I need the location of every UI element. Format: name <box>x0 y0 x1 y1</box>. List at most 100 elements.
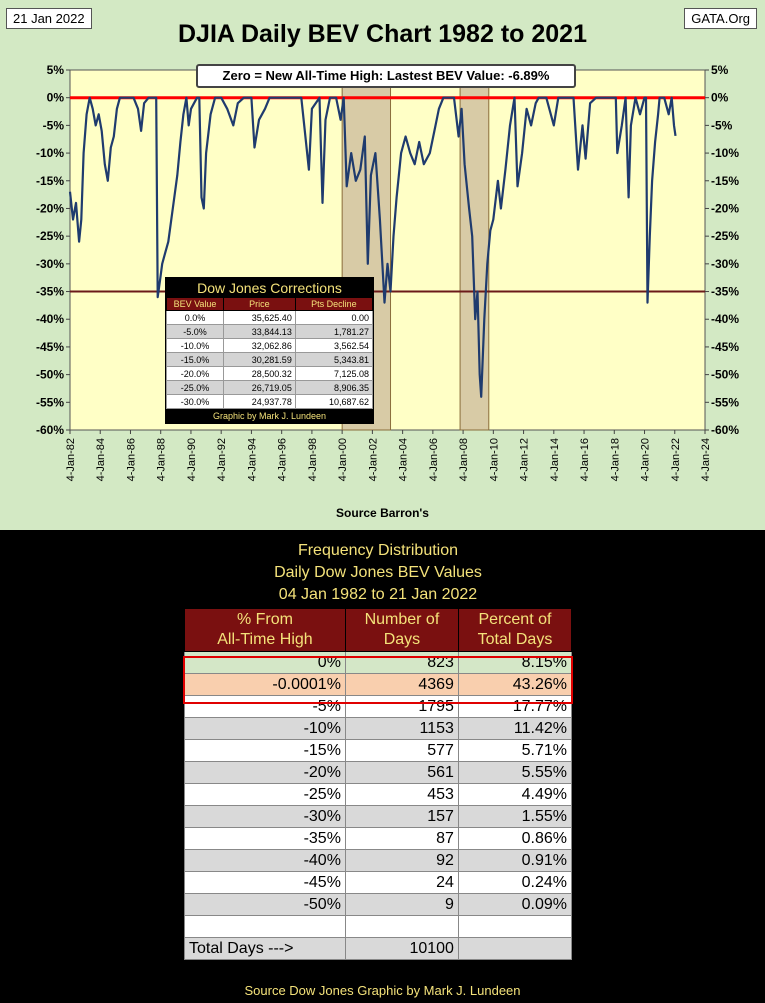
table-cell <box>184 915 346 938</box>
total-value: 10100 <box>344 937 459 960</box>
x-tick-label: 4-Jan-16 <box>579 438 591 481</box>
table-cell: -40% <box>184 849 346 872</box>
y-tick-label-right: -10% <box>711 146 739 160</box>
corrections-row: -5.0% 33,844.13 1,781.27 <box>166 324 374 339</box>
x-tick-label: 4-Jan-18 <box>609 438 621 481</box>
x-tick-label: 4-Jan-10 <box>488 438 500 481</box>
table-cell: 87 <box>344 827 459 850</box>
table-row: -0.0001% 4369 43.26% <box>184 673 573 696</box>
shaded-range-1 <box>459 69 490 431</box>
table-cell: -35% <box>184 827 346 850</box>
table-cell: 5.71% <box>457 739 573 762</box>
table-row: -15% 577 5.71% <box>184 739 573 762</box>
y-tick-label-left: -30% <box>36 257 64 271</box>
x-tick-label: 4-Jan-86 <box>125 438 137 481</box>
corrections-row: -30.0% 24,937.78 10,687.62 <box>166 394 374 409</box>
y-tick-label-right: -60% <box>711 423 739 437</box>
total-label: Total Days ---> <box>184 937 346 960</box>
y-tick-label-right: -35% <box>711 285 739 299</box>
table-cell: -45% <box>184 871 346 894</box>
table-cell: -20% <box>184 761 346 784</box>
corrections-cell: -15.0% <box>166 352 224 367</box>
y-tick-label-left: -5% <box>43 118 65 132</box>
table-cell: 1795 <box>344 695 459 718</box>
table-cell: 0.09% <box>457 893 573 916</box>
y-tick-label-left: -20% <box>36 201 64 215</box>
table-cell: 1153 <box>344 717 459 740</box>
table-cell: 9 <box>344 893 459 916</box>
corrections-cell: 28,500.32 <box>223 366 296 381</box>
corrections-row: -15.0% 30,281.59 5,343.81 <box>166 352 374 367</box>
y-tick-label-left: -35% <box>36 285 64 299</box>
corrections-cell: 24,937.78 <box>223 394 296 409</box>
x-tick-label: 4-Jan-82 <box>65 438 77 481</box>
table-cell: 561 <box>344 761 459 784</box>
table-row: -5% 1795 17.77% <box>184 695 573 718</box>
frequency-credit: Source Dow Jones Graphic by Mark J. Lund… <box>244 983 521 998</box>
x-tick-label: 4-Jan-84 <box>95 438 107 481</box>
x-tick-label: 4-Jan-22 <box>670 438 682 481</box>
corrections-row: -25.0% 26,719.05 8,906.35 <box>166 380 374 395</box>
x-tick-label: 4-Jan-90 <box>186 438 198 481</box>
table-row: -30% 157 1.55% <box>184 805 573 828</box>
table-cell: -5% <box>184 695 346 718</box>
corrections-cell: 0.0% <box>166 310 224 325</box>
y-tick-label-left: -50% <box>36 368 64 382</box>
table-cell: 24 <box>344 871 459 894</box>
chart-title: DJIA Daily BEV Chart 1982 to 2021 <box>178 20 587 48</box>
frequency-header-pct-from-high: % From All-Time High <box>184 608 346 652</box>
y-tick-label-left: -10% <box>36 146 64 160</box>
table-row: -50% 9 0.09% <box>184 893 573 916</box>
corrections-cell: 33,844.13 <box>223 324 296 339</box>
corrections-cell: 5,343.81 <box>294 352 374 367</box>
x-axis-source-label: Source Barron's <box>336 506 429 520</box>
x-tick-label: 4-Jan-12 <box>519 438 531 481</box>
corrections-row: 0.0% 35,625.40 0.00 <box>166 310 374 325</box>
table-cell <box>344 915 459 938</box>
corrections-table: Dow Jones Corrections BEV Value Price Pt… <box>165 277 374 424</box>
table-cell: 4.49% <box>457 783 573 806</box>
y-tick-label-left: 0% <box>47 91 65 105</box>
y-tick-label-left: -60% <box>36 423 64 437</box>
corrections-cell: 32,062.86 <box>223 338 296 353</box>
table-row: 0% 823 8.15% <box>184 651 573 674</box>
x-tick-label: 4-Jan-00 <box>337 438 349 481</box>
table-cell: -10% <box>184 717 346 740</box>
table-cell: 11.42% <box>457 717 573 740</box>
x-tick-label: 4-Jan-08 <box>458 438 470 481</box>
table-cell: 17.77% <box>457 695 573 718</box>
table-row: -25% 453 4.49% <box>184 783 573 806</box>
table-row: -20% 561 5.55% <box>184 761 573 784</box>
corrections-credit: Graphic by Mark J. Lundeen <box>166 409 373 423</box>
frequency-title-line: Frequency Distribution <box>297 542 459 559</box>
chart-annotation: Zero = New All-Time High: Lastest BEV Va… <box>196 64 576 88</box>
corrections-cell: -25.0% <box>166 380 224 395</box>
x-tick-label: 4-Jan-14 <box>549 438 561 481</box>
x-tick-label: 4-Jan-24 <box>700 438 712 481</box>
date-label: 21 Jan 2022 <box>6 8 92 29</box>
frequency-table: Frequency Distribution Daily Dow Jones B… <box>184 538 573 960</box>
corrections-row: -10.0% 32,062.86 3,562.54 <box>166 338 374 353</box>
table-cell: 1.55% <box>457 805 573 828</box>
frequency-header-pct-total: Percent of Total Days <box>457 608 573 652</box>
y-tick-label-left: -15% <box>36 174 64 188</box>
frequency-header-days: Number of Days <box>344 608 459 652</box>
chart-panel: 5% 5% 0% 0% -5% -5% -10% -10% -15% -15% -20% -20% -2… <box>0 0 765 530</box>
x-tick-label: 4-Jan-94 <box>246 438 258 481</box>
table-cell: -15% <box>184 739 346 762</box>
corrections-cell: 26,719.05 <box>223 380 296 395</box>
y-tick-label-right: -15% <box>711 174 739 188</box>
corrections-cell: 30,281.59 <box>223 352 296 367</box>
corrections-cell: -20.0% <box>166 366 224 381</box>
table-cell: 92 <box>344 849 459 872</box>
table-cell: 5.55% <box>457 761 573 784</box>
y-tick-label-right: -40% <box>711 312 739 326</box>
table-cell <box>457 915 573 938</box>
y-tick-label-right: 0% <box>711 91 729 105</box>
table-row: -10% 1153 11.42% <box>184 717 573 740</box>
x-tick-label: 4-Jan-92 <box>216 438 228 481</box>
x-tick-label: 4-Jan-20 <box>640 438 652 481</box>
table-cell: 0% <box>184 651 346 674</box>
corrections-cell: 35,625.40 <box>223 310 296 325</box>
corrections-cell: -5.0% <box>166 324 224 339</box>
